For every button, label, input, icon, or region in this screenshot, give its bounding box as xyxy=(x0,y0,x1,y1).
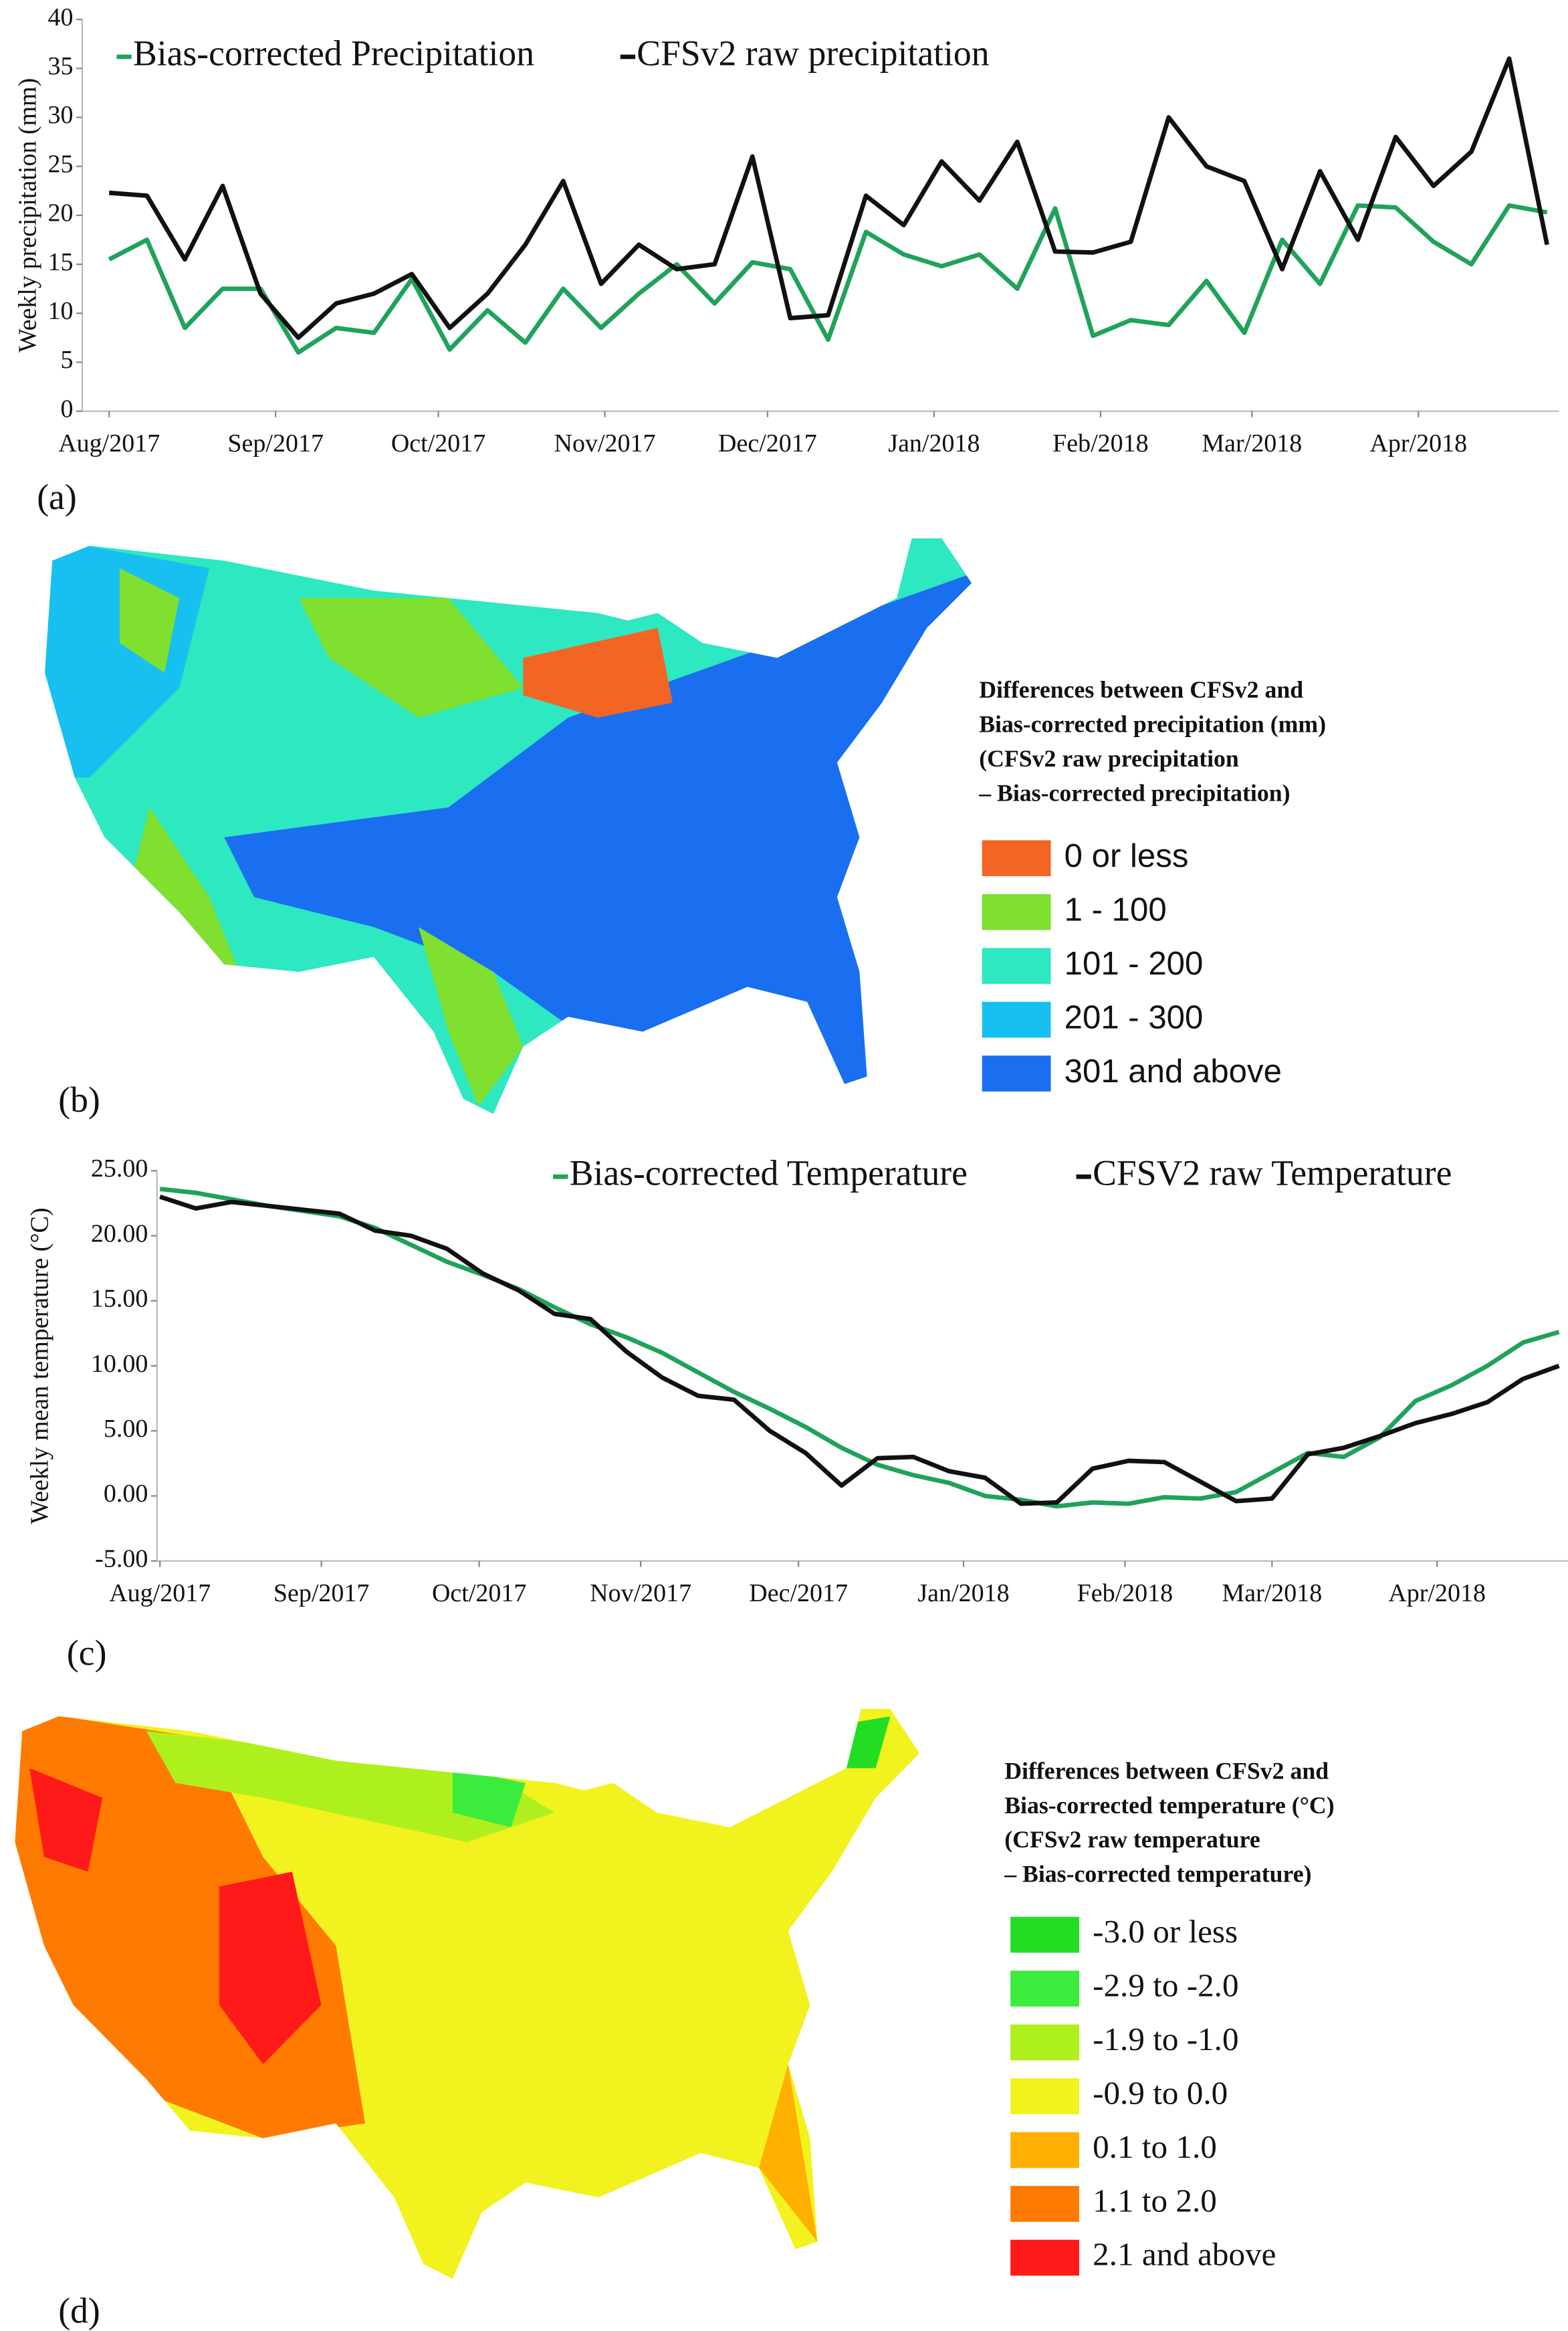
map-region xyxy=(418,926,524,1107)
legend-swatch xyxy=(1010,2024,1079,2061)
legend-swatch xyxy=(982,894,1051,930)
x-tick-label: Mar/2018 xyxy=(1222,1579,1322,1607)
legend-title: – Bias-corrected precipitation) xyxy=(978,779,1290,806)
legend-label: -1.9 to -1.0 xyxy=(1093,2021,1238,2057)
legend-label: 1.1 to 2.0 xyxy=(1093,2182,1217,2219)
x-tick-label: Aug/2017 xyxy=(109,1579,211,1607)
map-region xyxy=(846,1716,891,1768)
legend-swatch xyxy=(982,840,1051,876)
legend-label: 301 and above xyxy=(1065,1053,1282,1090)
legend-swatch xyxy=(982,1001,1051,1038)
legend-swatch xyxy=(1010,2078,1079,2114)
y-tick-label: 0.00 xyxy=(104,1480,148,1508)
legend-title: Bias-corrected precipitation (mm) xyxy=(979,711,1326,738)
y-tick-label: 15 xyxy=(48,248,74,276)
x-tick-label: Aug/2017 xyxy=(58,429,160,458)
y-tick-label: 25 xyxy=(48,150,74,178)
legend-label: Bias-corrected Temperature xyxy=(570,1153,968,1193)
legend-swatch xyxy=(1010,2186,1079,2222)
y-axis-label: Weekly mean temperature (°C) xyxy=(25,1207,53,1524)
legend-label: 2.1 and above xyxy=(1093,2236,1276,2273)
legend-label: -3.0 or less xyxy=(1093,1913,1238,1950)
panel-label: (c) xyxy=(67,1633,107,1673)
y-tick-label: 30 xyxy=(48,101,74,129)
map-region xyxy=(224,568,972,1114)
map-region xyxy=(299,598,524,718)
map-region xyxy=(134,807,239,973)
x-tick-label: Mar/2018 xyxy=(1202,429,1302,458)
x-tick-label: Apr/2018 xyxy=(1388,1579,1486,1607)
x-tick-label: Jan/2018 xyxy=(888,429,980,458)
chart-panel: 0 5 10 15 20 25 30 35 40 Aug/2017 Sep/2017 Oct/2017… xyxy=(13,3,1559,517)
y-tick-label: -5.00 xyxy=(95,1544,148,1573)
legend-title: (CFSv2 raw temperature xyxy=(1004,1826,1260,1853)
x-tick-label: Oct/2017 xyxy=(391,429,485,458)
legend-label: 0.1 to 1.0 xyxy=(1093,2128,1217,2165)
series-line xyxy=(108,56,1549,340)
y-tick-label: 5.00 xyxy=(104,1415,148,1443)
x-tick-label: Dec/2017 xyxy=(718,429,817,458)
legend-swatch xyxy=(982,1055,1051,1092)
x-tick-label: Jan/2018 xyxy=(917,1579,1009,1607)
map-region xyxy=(146,1731,555,1843)
series-line xyxy=(108,203,1548,355)
legend-label: CFSV2 raw Temperature xyxy=(1093,1153,1452,1193)
y-tick-label: 0 xyxy=(61,395,74,423)
panel-label: (d) xyxy=(58,2291,100,2331)
legend-title: Differences between CFSv2 and xyxy=(1004,1757,1329,1784)
legend-label: CFSv2 raw precipitation xyxy=(637,33,989,73)
legend-label: 0 or less xyxy=(1065,837,1189,874)
legend-title: Bias-corrected temperature (°C) xyxy=(1004,1792,1334,1819)
x-tick-label: Sep/2017 xyxy=(227,429,324,458)
map-b xyxy=(45,538,972,1114)
series-line xyxy=(159,1195,1560,1506)
map-region xyxy=(219,1871,322,2065)
y-tick-label: 35 xyxy=(48,52,74,80)
y-tick-label: 10.00 xyxy=(91,1350,148,1378)
x-tick-label: Nov/2017 xyxy=(554,429,656,458)
y-tick-label: 10 xyxy=(48,297,74,325)
x-tick-label: Dec/2017 xyxy=(749,1579,848,1607)
y-axis-label: Weekly precipitation (mm) xyxy=(13,78,41,353)
map-region xyxy=(759,2064,818,2242)
map-region xyxy=(523,627,673,718)
map-d xyxy=(15,1708,920,2279)
panel-label: (b) xyxy=(58,1080,100,1120)
legend-label: 1 - 100 xyxy=(1065,892,1167,928)
x-tick-label: Apr/2018 xyxy=(1369,429,1467,458)
x-tick-label: Sep/2017 xyxy=(273,1579,370,1607)
y-tick-label: 40 xyxy=(48,3,74,31)
y-tick-label: 5 xyxy=(61,346,74,374)
chart-panel: -5.00 0.00 5.00 10.00 15.00 20.00 25.00 Aug/201… xyxy=(25,1153,1568,1673)
x-tick-label: Oct/2017 xyxy=(432,1579,526,1607)
legend-swatch xyxy=(1010,2132,1079,2168)
legend-title: Differences between CFSv2 and xyxy=(979,676,1303,703)
y-tick-label: 15.00 xyxy=(91,1285,148,1313)
legend-title: – Bias-corrected temperature) xyxy=(1004,1861,1311,1888)
legend-label: -2.9 to -2.0 xyxy=(1093,1966,1238,2003)
y-tick-label: 20 xyxy=(48,199,74,227)
legend-swatch xyxy=(1010,1970,1079,2007)
legend-label: 201 - 300 xyxy=(1065,999,1204,1036)
panel-label: (a) xyxy=(37,477,77,517)
map-legend: Differences between CFSv2 and Bias-correc… xyxy=(58,676,1326,1120)
x-tick-label: Feb/2018 xyxy=(1052,429,1149,458)
legend-swatch xyxy=(1010,2239,1079,2276)
x-tick-label: Nov/2017 xyxy=(590,1579,691,1607)
x-tick-label: Feb/2018 xyxy=(1077,1579,1173,1607)
y-tick-label: 25.00 xyxy=(91,1154,148,1183)
map-region xyxy=(452,1768,526,1828)
map-region xyxy=(119,568,180,673)
legend-swatch xyxy=(1010,1916,1079,1953)
legend-label: 101 - 200 xyxy=(1065,945,1204,982)
legend-label: Bias-corrected Precipitation xyxy=(133,33,534,73)
legend-swatch xyxy=(982,948,1051,984)
legend-label: -0.9 to 0.0 xyxy=(1093,2074,1228,2111)
series-line xyxy=(159,1187,1560,1509)
map-legend: Differences between CFSv2 and Bias-correc… xyxy=(58,1757,1334,2330)
legend-title: (CFSv2 raw precipitation xyxy=(979,745,1239,772)
map-region xyxy=(29,1768,103,1872)
y-tick-label: 20.00 xyxy=(91,1219,148,1247)
